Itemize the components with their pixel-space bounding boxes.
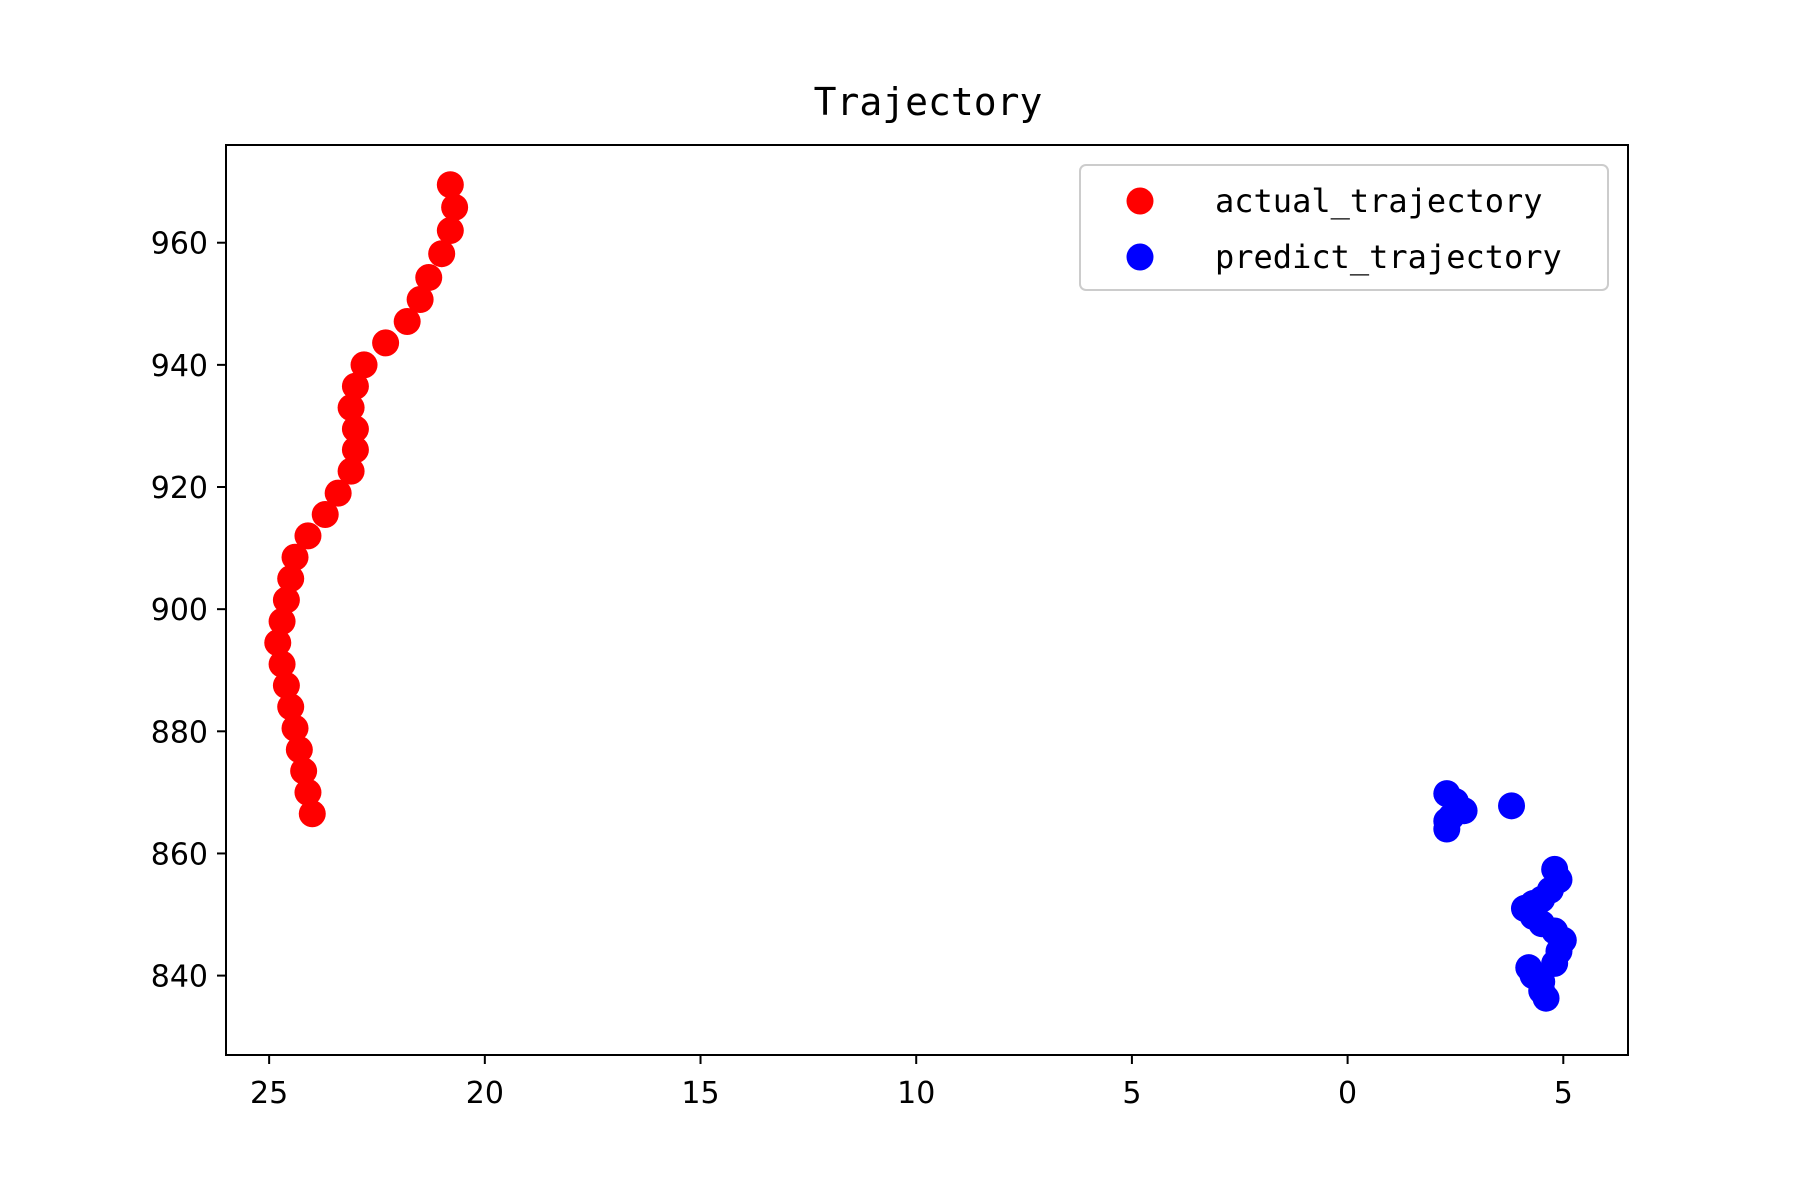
data-point [1498, 792, 1526, 820]
scatter-marks [264, 171, 1577, 1012]
data-point [324, 479, 352, 507]
x-tick-label: 0 [1338, 1076, 1357, 1111]
data-point [311, 500, 339, 528]
series-actual_trajectory [264, 171, 469, 828]
data-point [341, 415, 369, 443]
data-point [268, 650, 296, 678]
plot-frame [225, 144, 1629, 1056]
y-tick-label: 860 [151, 837, 208, 872]
data-point [1433, 815, 1461, 843]
legend-marker [1126, 243, 1154, 271]
data-point [337, 457, 365, 485]
data-point [341, 372, 369, 400]
data-point [372, 329, 400, 357]
y-axis: 840 860 880 900 920 940 960 [151, 227, 226, 995]
legend: actual_trajectory predict_trajectory [1079, 164, 1609, 291]
y-tick-label: 880 [151, 715, 208, 750]
y-tick-label: 940 [151, 349, 208, 384]
data-point [281, 714, 309, 742]
data-point [428, 240, 456, 268]
data-point [277, 693, 305, 721]
y-tick-label: 900 [151, 593, 208, 628]
data-point [341, 436, 369, 464]
data-point [290, 757, 318, 785]
data-point [285, 736, 313, 764]
data-point [337, 394, 365, 422]
data-point [272, 586, 300, 614]
data-point [281, 543, 309, 571]
x-tick-label: 15 [681, 1076, 719, 1111]
data-point [393, 308, 421, 336]
series-predict_trajectory [1433, 780, 1577, 1012]
data-point [298, 800, 326, 828]
data-point [441, 193, 469, 221]
x-tick-label: 5 [1554, 1076, 1573, 1111]
data-point [268, 607, 296, 635]
x-axis: 25 20 15 10 5 0 5 [250, 1055, 1573, 1111]
data-point [264, 629, 292, 657]
data-point [294, 522, 322, 550]
data-point [415, 264, 443, 292]
data-point [277, 565, 305, 593]
x-tick-label: 20 [466, 1076, 504, 1111]
data-point [436, 217, 464, 245]
data-point [272, 672, 300, 700]
data-point [294, 778, 322, 806]
data-point [1532, 984, 1560, 1012]
plot-area [225, 144, 1629, 1056]
legend-box [1079, 164, 1609, 291]
chart-title: Trajectory [814, 80, 1043, 124]
legend-label: predict_trajectory [1215, 238, 1562, 276]
x-tick-label: 25 [250, 1076, 288, 1111]
data-point [436, 171, 464, 199]
data-point [350, 351, 378, 379]
legend-marker [1126, 187, 1154, 215]
y-tick-label: 960 [151, 227, 208, 262]
x-tick-label: 10 [897, 1076, 935, 1111]
y-tick-label: 920 [151, 471, 208, 506]
legend-label: actual_trajectory [1215, 182, 1543, 220]
y-tick-label: 840 [151, 960, 208, 995]
x-tick-label: 5 [1122, 1076, 1141, 1111]
data-point [406, 286, 434, 314]
